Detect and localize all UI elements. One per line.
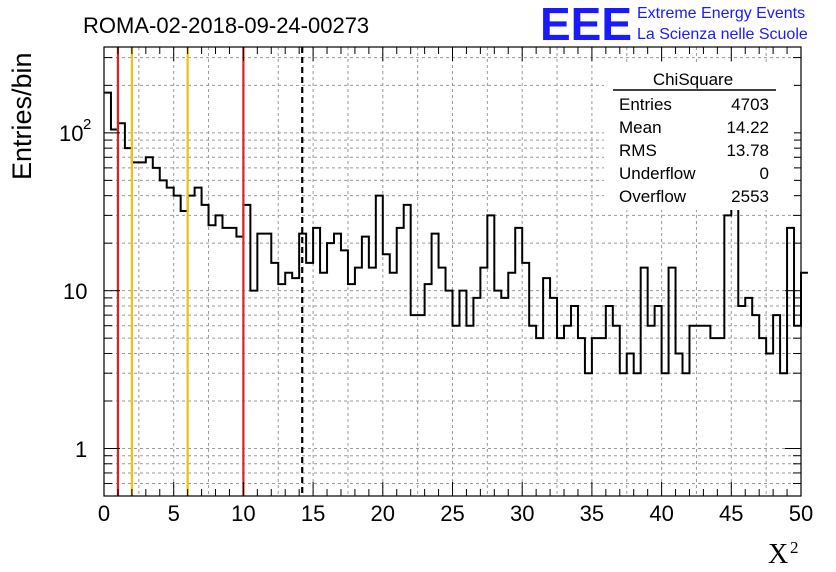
axis-ticks bbox=[103, 47, 802, 496]
chart-title: ROMA-02-2018-09-24-00273 bbox=[83, 13, 369, 38]
stats-label-rms: RMS bbox=[619, 141, 657, 160]
logo-line-2: La Scienza nelle Scuole bbox=[637, 26, 808, 43]
x-tick-label: 25 bbox=[440, 501, 464, 526]
stats-label-entries: Entries bbox=[619, 95, 672, 114]
x-tick-label: 5 bbox=[168, 501, 180, 526]
stats-box: ChiSquare Entries 4703 Mean 14.22 RMS 13… bbox=[604, 64, 794, 210]
x-tick-label: 45 bbox=[719, 501, 743, 526]
stats-value-rms: 13.78 bbox=[726, 141, 769, 160]
stats-title: ChiSquare bbox=[653, 70, 733, 89]
x-tick-label: 0 bbox=[98, 501, 110, 526]
x-tick-label: 50 bbox=[789, 501, 813, 526]
stats-value-entries: 4703 bbox=[731, 95, 769, 114]
y-tick-labels: 1 10 10 2 bbox=[59, 116, 91, 462]
stats-value-mean: 14.22 bbox=[726, 118, 769, 137]
reference-lines bbox=[116, 47, 304, 496]
x-tick-labels: 0 5 10 15 20 25 30 35 40 45 50 bbox=[98, 501, 813, 526]
stats-value-overflow: 2553 bbox=[731, 187, 769, 206]
x-axis-title-exponent: 2 bbox=[790, 538, 799, 557]
x-tick-label: 30 bbox=[510, 501, 534, 526]
y-tick-label-1: 1 bbox=[75, 437, 87, 462]
logo-mark: EEE bbox=[540, 0, 632, 50]
logo-line-1: Extreme Energy Events bbox=[637, 5, 805, 22]
x-axis-title-base: X bbox=[768, 539, 788, 570]
grid bbox=[104, 47, 801, 496]
eee-logo: EEE Extreme Energy Events La Scienza nel… bbox=[540, 0, 808, 50]
x-axis-title: X 2 bbox=[768, 538, 799, 570]
stats-label-underflow: Underflow bbox=[619, 164, 696, 183]
x-tick-label: 40 bbox=[649, 501, 673, 526]
x-tick-label: 15 bbox=[301, 501, 325, 526]
y-axis-title: Entries/bin bbox=[7, 52, 37, 180]
stats-label-mean: Mean bbox=[619, 118, 662, 137]
y-tick-label-10: 10 bbox=[63, 279, 87, 304]
y-tick-label-100-base: 10 bbox=[59, 121, 83, 146]
y-tick-label-100-exponent: 2 bbox=[83, 116, 91, 133]
stats-value-underflow: 0 bbox=[760, 164, 769, 183]
x-tick-label: 10 bbox=[231, 501, 255, 526]
stats-box-background bbox=[604, 64, 794, 210]
x-tick-label: 20 bbox=[371, 501, 395, 526]
x-tick-label: 35 bbox=[580, 501, 604, 526]
histogram-series bbox=[104, 91, 808, 375]
stats-label-overflow: Overflow bbox=[619, 187, 687, 206]
